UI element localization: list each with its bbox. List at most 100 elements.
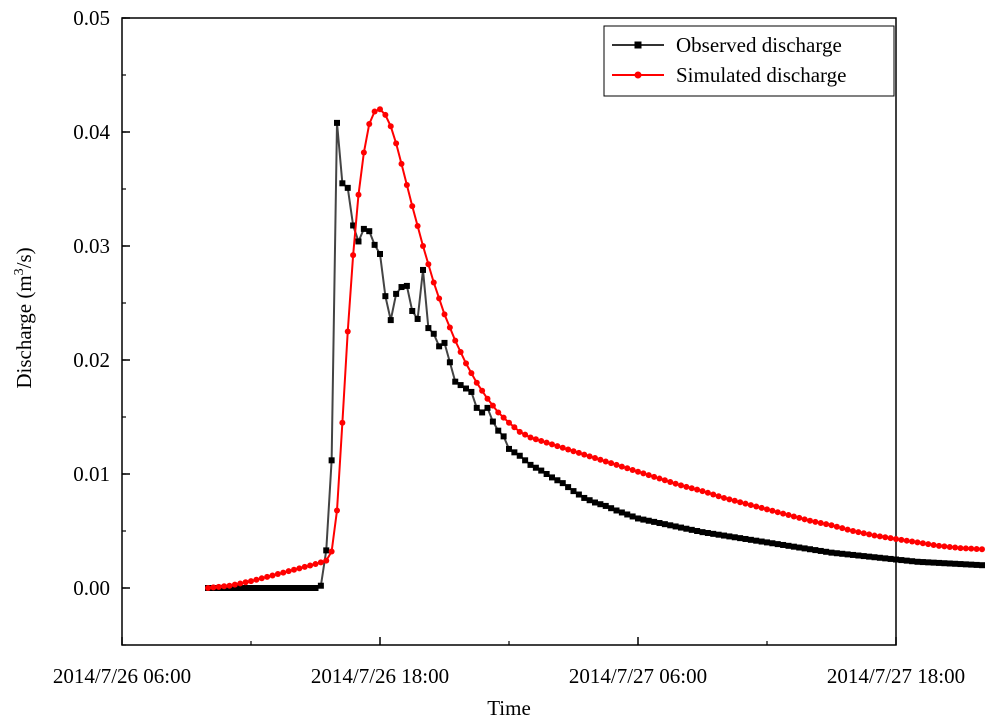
observed-point xyxy=(549,474,555,481)
observed-point xyxy=(968,561,975,568)
simulated-point xyxy=(952,544,959,551)
observed-point xyxy=(602,502,609,509)
observed-point xyxy=(973,561,980,568)
observed-point xyxy=(436,343,443,350)
observed-point xyxy=(414,315,421,322)
observed-point xyxy=(366,228,373,235)
observed-point xyxy=(409,307,416,314)
simulated-point xyxy=(371,108,378,115)
observed-point xyxy=(710,530,717,537)
observed-point xyxy=(812,547,819,554)
observed-point xyxy=(511,449,518,456)
observed-point xyxy=(500,433,507,440)
simulated-point xyxy=(898,536,905,543)
simulated-point xyxy=(812,518,819,525)
simulated-point xyxy=(694,486,701,493)
simulated-point xyxy=(516,428,523,435)
legend-observed-marker xyxy=(634,41,642,49)
simulated-point xyxy=(758,504,765,511)
observed-point xyxy=(860,553,867,560)
simulated-point xyxy=(382,111,389,118)
simulated-point xyxy=(624,465,631,472)
observed-point xyxy=(468,388,475,395)
simulated-point xyxy=(876,533,883,540)
simulated-point xyxy=(334,507,340,514)
simulated-point xyxy=(360,149,367,156)
observed-point xyxy=(651,518,658,525)
simulated-point xyxy=(645,472,652,479)
observed-point xyxy=(285,585,292,591)
series-layer xyxy=(205,106,985,591)
observed-point xyxy=(618,509,625,516)
simulated-point xyxy=(850,528,856,534)
observed-point xyxy=(979,562,985,569)
simulated-point xyxy=(866,531,873,538)
observed-point xyxy=(274,585,281,591)
observed-point xyxy=(334,119,340,126)
simulated-point xyxy=(452,337,459,344)
simulated-point xyxy=(398,160,405,167)
simulated-point xyxy=(946,543,953,550)
observed-point xyxy=(452,378,459,385)
observed-point xyxy=(925,559,932,566)
simulated-point xyxy=(780,510,787,517)
observed-point xyxy=(936,559,942,566)
simulated-point xyxy=(737,499,744,506)
simulated-point xyxy=(871,532,878,539)
observed-point xyxy=(764,539,770,546)
y-axis-ticks: 0.00 0.01 0.02 0.03 0.04 0.05 xyxy=(73,6,130,646)
observed-point xyxy=(543,471,550,477)
observed-point xyxy=(667,522,674,529)
simulated-point xyxy=(500,414,507,421)
simulated-point xyxy=(914,539,921,546)
observed-point xyxy=(866,553,873,560)
legend-simulated-marker xyxy=(634,71,642,79)
observed-point xyxy=(581,494,588,501)
observed-point xyxy=(796,544,803,551)
simulated-point xyxy=(640,470,647,477)
observed-point xyxy=(635,515,641,522)
simulated-point xyxy=(764,506,770,513)
simulated-point xyxy=(817,520,824,527)
observed-point xyxy=(398,284,405,291)
observed-point xyxy=(393,290,400,297)
observed-point xyxy=(678,524,684,531)
simulated-point xyxy=(210,584,217,591)
x-tick-label: 2014/7/26 18:00 xyxy=(311,664,449,688)
simulated-point xyxy=(581,451,588,458)
observed-point xyxy=(780,541,787,548)
observed-point xyxy=(629,513,636,520)
observed-point xyxy=(532,464,539,471)
simulated-point xyxy=(506,419,512,426)
observed-point xyxy=(355,238,362,245)
simulated-point xyxy=(258,575,265,582)
simulated-point xyxy=(269,572,276,579)
simulated-point xyxy=(274,571,281,578)
observed-point xyxy=(721,532,727,539)
simulated-point xyxy=(919,540,926,547)
simulated-point xyxy=(344,328,351,335)
simulated-point xyxy=(828,522,835,529)
simulated-point xyxy=(807,517,813,524)
simulated-point xyxy=(221,583,228,590)
observed-point xyxy=(656,520,663,527)
simulated-point xyxy=(769,507,776,514)
observed-point xyxy=(613,507,620,514)
observed-point xyxy=(747,536,754,543)
simulated-point xyxy=(968,545,975,552)
observed-point xyxy=(758,538,765,545)
observed-point xyxy=(688,526,695,533)
simulated-point xyxy=(366,121,373,128)
observed-point xyxy=(231,585,238,591)
simulated-point xyxy=(618,463,625,470)
simulated-point xyxy=(463,360,469,367)
simulated-point xyxy=(409,203,416,210)
observed-point xyxy=(307,585,314,591)
observed-point xyxy=(774,541,781,548)
simulated-point xyxy=(570,448,577,455)
observed-point xyxy=(957,561,964,568)
simulated-point xyxy=(215,583,222,590)
observed-point xyxy=(876,554,883,561)
observed-point xyxy=(479,409,486,416)
simulated-point xyxy=(613,461,620,468)
